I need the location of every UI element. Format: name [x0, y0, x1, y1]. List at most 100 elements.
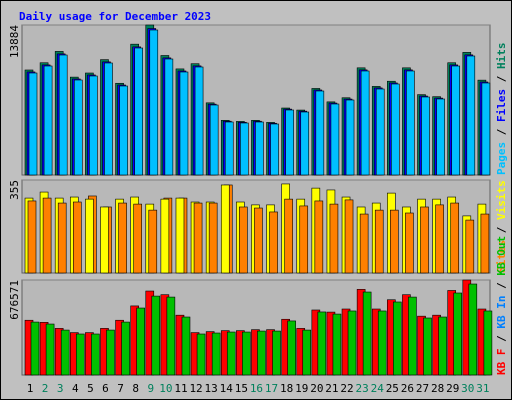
bar	[75, 333, 85, 376]
bar	[89, 75, 98, 176]
legend-separator: /	[495, 122, 508, 142]
bar	[483, 310, 493, 376]
bar	[209, 104, 219, 176]
bar	[226, 331, 236, 376]
bar	[300, 111, 310, 176]
bar	[406, 70, 415, 176]
bar	[211, 332, 221, 376]
x-tick-label: 22	[340, 382, 353, 395]
bar	[164, 58, 174, 176]
bar	[220, 184, 230, 274]
bar	[242, 331, 251, 376]
bar	[149, 29, 159, 176]
legend-entry: Files	[495, 89, 508, 122]
bar	[118, 202, 127, 274]
bar	[453, 292, 463, 376]
bar	[272, 330, 281, 376]
x-tick-label: 1	[27, 382, 34, 395]
bar	[148, 209, 158, 274]
bar	[314, 200, 324, 274]
bar	[60, 329, 70, 376]
y-tick-label: 676571	[8, 280, 21, 320]
bar	[480, 213, 490, 274]
bar	[390, 209, 399, 274]
bar	[58, 54, 68, 176]
legend-entry: KB Out	[495, 236, 508, 276]
x-tick-label: 25	[386, 382, 399, 395]
bar	[194, 66, 204, 176]
bar	[391, 83, 400, 176]
bar	[377, 310, 387, 376]
x-tick-label: 23	[356, 382, 369, 395]
bar	[284, 198, 293, 274]
legend-separator: /	[495, 276, 508, 296]
legend-entry: KB F	[495, 349, 508, 376]
x-tick-label: 30	[461, 382, 474, 395]
legend-entry: Hits	[495, 43, 508, 70]
x-tick-label: 7	[117, 382, 124, 395]
legend-separator: /	[495, 69, 508, 89]
bar	[257, 330, 266, 376]
bar	[451, 65, 461, 176]
x-tick-label: 16	[250, 382, 263, 395]
bar	[151, 295, 161, 376]
bar	[405, 212, 414, 274]
bar	[196, 333, 206, 376]
bar	[255, 121, 264, 176]
bar	[408, 296, 417, 376]
bar	[436, 98, 445, 176]
x-tick-label: 3	[57, 382, 64, 395]
bar	[106, 329, 115, 376]
bar	[166, 296, 176, 376]
bar	[375, 88, 385, 176]
bar	[344, 199, 354, 274]
bar	[269, 211, 278, 274]
bar	[465, 219, 475, 274]
x-tick-label: 20	[310, 382, 323, 395]
bar	[91, 333, 100, 376]
bar	[420, 206, 429, 274]
bar	[239, 206, 248, 274]
bar	[332, 313, 342, 376]
bar	[481, 82, 491, 176]
legend-entry: Pages	[495, 142, 508, 175]
bar	[175, 197, 185, 274]
bar	[45, 323, 55, 376]
x-tick-label: 19	[295, 382, 308, 395]
chart-title: Daily usage for December 2023	[19, 10, 211, 23]
bar	[30, 321, 40, 376]
x-tick-label: 15	[235, 382, 248, 395]
bar	[136, 307, 145, 376]
legend: KB F / KB In / KB Out	[495, 236, 508, 375]
x-tick-label: 17	[265, 382, 278, 395]
x-tick-label: 5	[87, 382, 94, 395]
y-tick-label: 355	[8, 180, 21, 200]
x-tick-label: 6	[102, 382, 109, 395]
x-tick-label: 31	[476, 382, 489, 395]
bar	[270, 123, 279, 176]
legend-separator: /	[495, 220, 508, 240]
legend-entry: Sites	[495, 240, 508, 273]
bar	[181, 316, 191, 376]
bar	[421, 96, 430, 176]
legend-separator: /	[495, 329, 508, 349]
bar	[302, 329, 312, 376]
x-tick-label: 29	[446, 382, 459, 395]
bar	[73, 79, 83, 176]
bar	[435, 204, 444, 274]
x-tick-label: 24	[371, 382, 385, 395]
x-tick-label: 10	[159, 382, 172, 395]
legend: Sites / Visits	[495, 180, 508, 273]
bar	[100, 206, 109, 274]
bar	[121, 321, 130, 376]
bar	[287, 320, 296, 376]
x-tick-label: 2	[42, 382, 49, 395]
bar	[43, 65, 53, 176]
bar	[317, 311, 327, 376]
bar	[315, 90, 325, 176]
x-tick-label: 26	[401, 382, 414, 395]
bar	[119, 85, 128, 176]
bar	[28, 72, 38, 176]
bar	[468, 283, 478, 376]
